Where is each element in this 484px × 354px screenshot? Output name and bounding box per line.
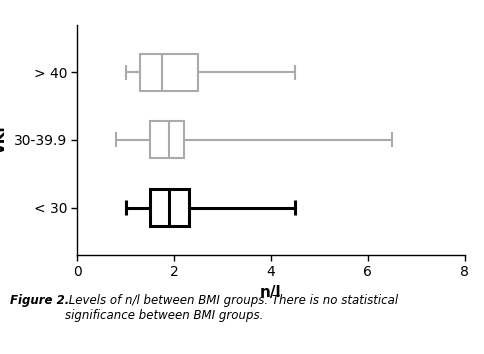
Bar	[150, 121, 184, 159]
Bar	[140, 53, 198, 91]
X-axis label: n/l: n/l	[260, 285, 282, 300]
Text: Levels of n/l between BMI groups. There is no statistical
significance between B: Levels of n/l between BMI groups. There …	[65, 294, 398, 322]
Text: Figure 2.: Figure 2.	[10, 294, 69, 307]
Y-axis label: VKi: VKi	[0, 126, 8, 154]
Bar	[150, 189, 189, 226]
